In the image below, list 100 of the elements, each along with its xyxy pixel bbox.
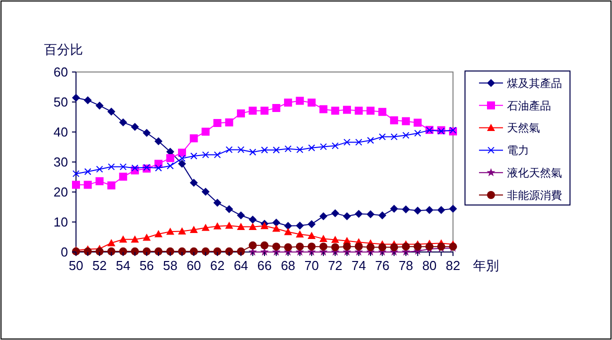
point (119, 247, 128, 256)
legend-label: 天然氣 (507, 122, 540, 135)
x-tick-label: 78 (398, 258, 414, 273)
point (96, 102, 104, 110)
point (308, 242, 316, 251)
point (213, 222, 222, 230)
point (178, 160, 186, 168)
legend-label: 煤及其產品 (507, 76, 562, 90)
x-tick-label: 80 (422, 258, 437, 273)
point (178, 154, 186, 162)
point (272, 104, 280, 112)
point (107, 108, 116, 116)
point (154, 230, 162, 238)
point (414, 118, 422, 127)
y-tick-label: 0 (60, 244, 68, 260)
point (366, 243, 375, 252)
point (130, 235, 139, 243)
point (202, 224, 210, 231)
point (390, 243, 398, 252)
x-tick-label: 60 (186, 258, 202, 273)
point (378, 211, 386, 220)
point (366, 106, 375, 115)
point (107, 181, 116, 190)
point (248, 106, 257, 115)
point (190, 178, 198, 187)
point (119, 235, 128, 243)
x-tick-label: 70 (304, 258, 319, 273)
x-tick-label: 68 (280, 258, 296, 273)
point (142, 234, 151, 241)
point (437, 206, 446, 214)
point (355, 138, 362, 146)
point (214, 151, 221, 158)
point (272, 146, 280, 154)
point (378, 243, 386, 252)
point (378, 108, 386, 116)
point (178, 227, 186, 234)
point (130, 247, 139, 256)
point (154, 164, 162, 172)
point (284, 222, 292, 230)
point (213, 247, 222, 256)
point (367, 136, 374, 144)
point (319, 242, 328, 251)
point (308, 232, 316, 239)
point (319, 212, 328, 220)
point (284, 145, 292, 152)
point (319, 105, 328, 114)
y-tick-label: 50 (54, 94, 68, 110)
point (236, 211, 245, 220)
point (72, 170, 80, 178)
point (296, 230, 304, 238)
point (332, 142, 339, 150)
point (343, 138, 350, 146)
point (284, 243, 292, 252)
point (296, 146, 304, 154)
x-tick-label: 74 (352, 258, 366, 273)
point (202, 188, 210, 196)
point (331, 209, 340, 218)
point (272, 224, 280, 232)
point (225, 222, 234, 229)
point (202, 247, 210, 256)
point (402, 117, 410, 126)
point (166, 154, 174, 162)
point (107, 239, 116, 246)
x-tick-label: 58 (163, 258, 178, 273)
point (425, 206, 434, 214)
point (96, 247, 104, 256)
point (119, 118, 128, 126)
point (308, 144, 316, 152)
point (342, 242, 351, 251)
point (225, 205, 234, 214)
point (390, 116, 398, 124)
point (202, 151, 210, 158)
y-tick-label: 40 (54, 124, 68, 140)
point (296, 96, 304, 105)
point (248, 216, 257, 224)
point (120, 163, 127, 170)
x-tick-label: 76 (375, 258, 390, 273)
point (449, 204, 457, 213)
point (107, 247, 116, 256)
point (319, 234, 328, 242)
point (131, 164, 138, 172)
x-tick-label: 56 (139, 258, 154, 273)
point (166, 247, 174, 256)
point (119, 172, 128, 181)
point (331, 106, 340, 115)
point (284, 228, 292, 236)
point (84, 180, 92, 189)
point (236, 222, 245, 230)
point (166, 228, 174, 235)
point (272, 218, 280, 227)
point (213, 119, 222, 127)
point (402, 242, 410, 251)
point (225, 247, 234, 256)
legend-label: 非能源消費 (507, 188, 562, 202)
point (414, 130, 422, 137)
legend-label: 石油產品 (507, 99, 551, 112)
point (331, 236, 340, 243)
point (354, 242, 363, 251)
point (237, 146, 244, 154)
point (320, 143, 327, 150)
